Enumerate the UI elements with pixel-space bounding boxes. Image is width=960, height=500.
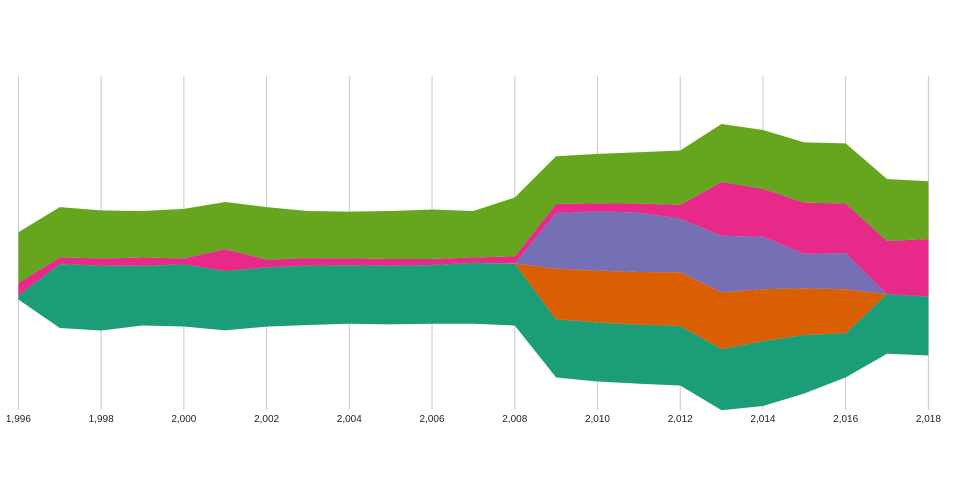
x-tick-label-2006: 2,006 (420, 414, 445, 425)
area-series-teal (18, 262, 929, 411)
x-tick-label-2000: 2,000 (171, 414, 196, 425)
x-tick-label-1996: 1,996 (6, 414, 31, 425)
x-tick-label-1998: 1,998 (89, 414, 114, 425)
area-series-purple (18, 211, 929, 297)
area-series-orange (18, 262, 929, 350)
x-tick-label-2012: 2,012 (668, 414, 693, 425)
x-tick-label-2014: 2,014 (750, 414, 775, 425)
x-tick-label-2004: 2,004 (337, 414, 362, 425)
area-series-green (18, 123, 929, 284)
x-tick-label-2018: 2,018 (916, 414, 941, 425)
area-series-pink (18, 181, 929, 297)
stream-areas (18, 123, 929, 411)
x-tick-label-2016: 2,016 (833, 414, 858, 425)
x-tick-label-2010: 2,010 (585, 414, 610, 425)
x-tick-label-2002: 2,002 (254, 414, 279, 425)
x-tick-label-2008: 2,008 (502, 414, 527, 425)
x-axis-labels: 1,996 1,998 2,000 2,002 2,004 2,006 2,008 2,010… (6, 414, 941, 425)
